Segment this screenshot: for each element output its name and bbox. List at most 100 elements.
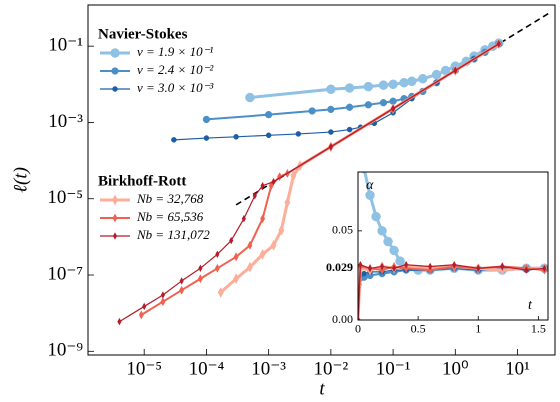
marker: [389, 245, 399, 256]
marker: [214, 263, 220, 273]
marker: [246, 261, 253, 273]
marker: [364, 101, 372, 109]
marker: [247, 240, 253, 250]
marker: [542, 264, 547, 272]
marker: [377, 226, 387, 236]
plot-frame: [87, 4, 556, 356]
marker: [346, 126, 353, 133]
marker: [453, 66, 458, 75]
marker: [270, 240, 277, 251]
y-tick-label: 10⁻⁵: [47, 187, 83, 208]
marker: [500, 262, 505, 271]
y-tick-label: 0.05: [332, 223, 353, 237]
legend-marker: [112, 194, 118, 206]
marker: [142, 302, 147, 311]
marker: [367, 264, 373, 272]
x-tick-label: 0.5: [411, 321, 426, 335]
marker: [344, 83, 355, 93]
inset-x-label: t: [528, 298, 533, 313]
marker: [265, 132, 272, 139]
marker: [241, 214, 246, 223]
marker: [345, 103, 354, 111]
marker: [138, 310, 144, 320]
legend-title: Navier-Stokes: [98, 26, 188, 42]
marker: [229, 236, 234, 245]
reference-label: 0.029: [326, 260, 353, 274]
marker: [308, 107, 316, 115]
marker: [245, 92, 255, 103]
legend-label: ν = 2.4 × 10⁻²: [137, 62, 214, 77]
marker: [328, 143, 333, 151]
y-tick-label: 10⁻¹: [48, 35, 83, 56]
legend-label: ν = 3.0 × 10⁻³: [137, 80, 214, 95]
y-tick-label: 0.00: [332, 312, 353, 326]
x-tick-label: 10⁻³: [251, 359, 286, 380]
x-tick-label: 0: [355, 321, 361, 335]
legend-marker: [111, 67, 119, 75]
marker: [259, 248, 266, 260]
marker: [197, 274, 203, 284]
marker: [233, 134, 239, 140]
marker: [365, 190, 375, 200]
x-tick-label: 1: [475, 321, 481, 335]
marker: [217, 287, 224, 298]
marker: [378, 80, 389, 90]
marker: [326, 84, 336, 95]
legend-marker: [110, 48, 120, 58]
marker: [179, 285, 185, 295]
marker: [395, 256, 405, 266]
legend-title: Birkhoff-Rott: [98, 173, 186, 189]
marker: [391, 104, 396, 113]
legend-label: ν = 1.9 × 10⁻¹: [137, 44, 213, 59]
y-axis-label: ℓ(t): [10, 167, 31, 193]
marker: [252, 192, 257, 200]
marker: [271, 177, 276, 186]
marker: [179, 277, 184, 285]
marker: [371, 211, 381, 222]
marker: [327, 105, 335, 114]
x-tick-label: 1.5: [531, 321, 546, 335]
plot: [358, 172, 548, 320]
marker: [328, 129, 334, 135]
marker: [407, 76, 417, 87]
marker: [399, 77, 409, 88]
marker: [388, 79, 398, 90]
x-tick-label: 10⁻¹: [376, 359, 411, 380]
marker: [233, 273, 240, 285]
marker: [290, 170, 297, 182]
marker: [171, 137, 177, 143]
legend-label: Nb = 32,768: [136, 191, 204, 206]
marker: [260, 214, 266, 224]
marker: [117, 317, 122, 326]
x-tick-label: 10¹: [505, 359, 530, 380]
marker: [160, 297, 166, 307]
marker: [404, 261, 409, 269]
marker: [284, 197, 291, 208]
legend-label: Nb = 65,536: [136, 209, 204, 224]
marker: [202, 115, 211, 124]
marker: [268, 181, 274, 191]
x-tick-label: 10⁻²: [313, 359, 348, 380]
x-tick-label: 10⁻⁴: [189, 359, 225, 380]
legend-marker: [112, 232, 118, 240]
y-tick-label: 10⁻³: [48, 111, 83, 132]
plot: [117, 11, 552, 326]
marker: [278, 224, 285, 236]
marker: [358, 261, 363, 269]
marker: [476, 264, 481, 272]
marker: [198, 264, 203, 273]
plot-frame: [357, 171, 549, 321]
legend-marker: [112, 213, 118, 223]
marker: [295, 131, 302, 137]
marker: [363, 81, 374, 92]
marker: [233, 252, 239, 262]
y-tick-label: 10⁻⁹: [47, 340, 83, 361]
marker: [428, 262, 433, 271]
inset-y-label: α: [366, 178, 374, 193]
marker: [383, 236, 393, 247]
marker: [260, 181, 265, 190]
legend-label: Nb = 131,072: [136, 227, 210, 242]
marker: [215, 250, 220, 258]
legend-marker: [112, 86, 118, 92]
